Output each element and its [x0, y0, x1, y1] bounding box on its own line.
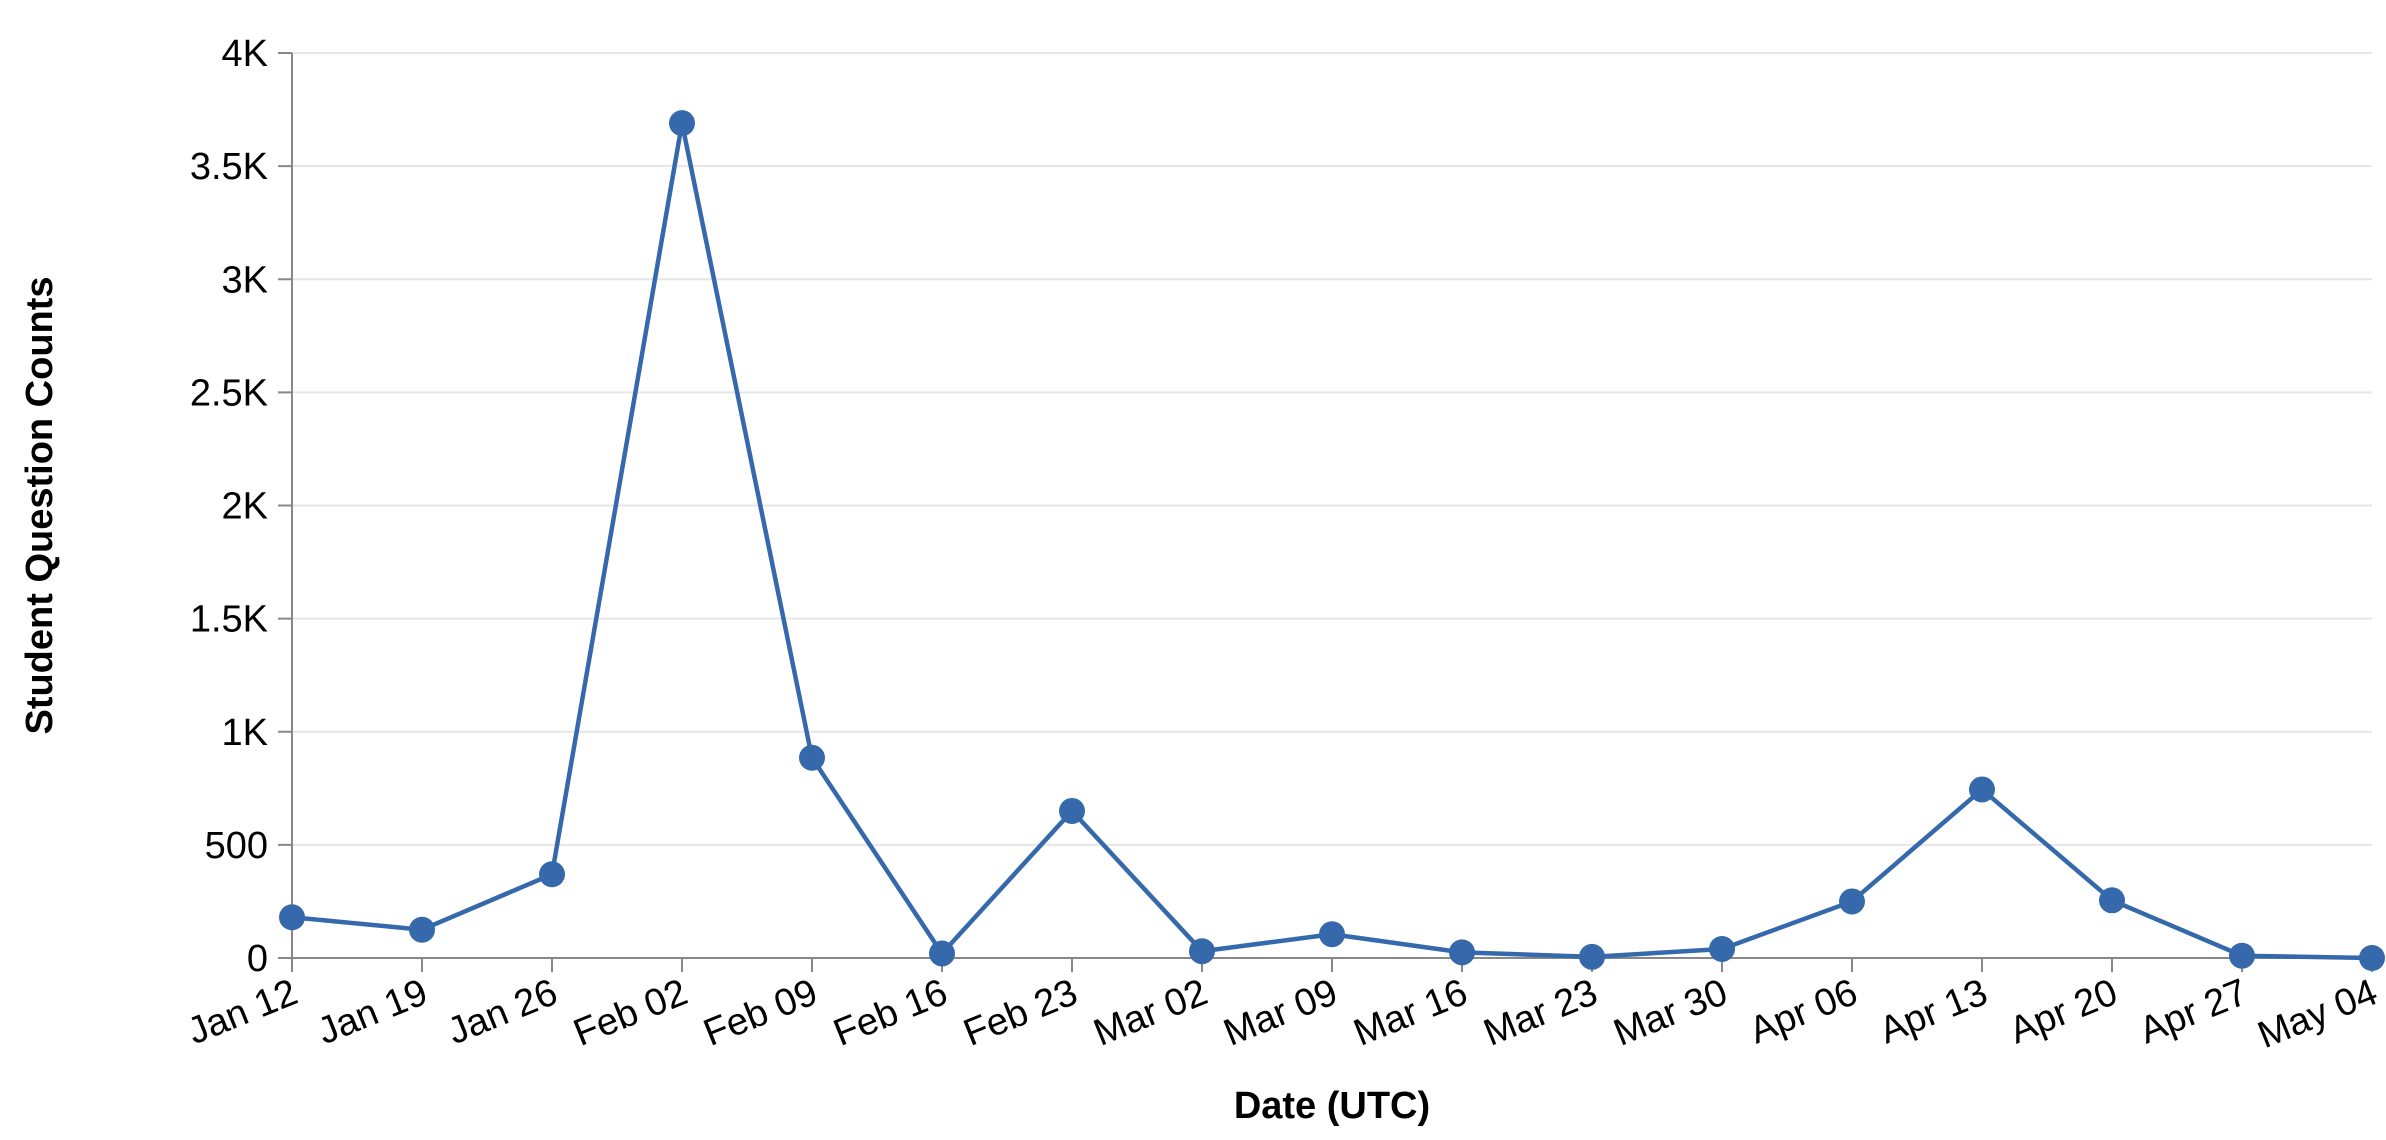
data-point[interactable]	[1839, 888, 1865, 915]
y-tick-label: 1.5K	[190, 599, 268, 641]
data-point[interactable]	[279, 904, 305, 931]
x-tick-label: Apr 20	[2004, 971, 2124, 1052]
x-tick-label: Mar 16	[1348, 971, 1473, 1054]
data-point[interactable]	[1059, 797, 1085, 824]
y-tick-label: 2.5K	[190, 372, 268, 414]
data-point[interactable]	[2099, 887, 2125, 914]
x-tick-label: Jan 12	[182, 971, 304, 1053]
data-point[interactable]	[929, 940, 955, 967]
x-tick-label: Jan 19	[312, 971, 434, 1053]
data-point[interactable]	[539, 861, 565, 888]
data-point[interactable]	[1969, 776, 1995, 803]
x-tick-label: Feb 09	[698, 971, 823, 1054]
data-point[interactable]	[1709, 935, 1735, 962]
x-tick-label: Feb 02	[568, 971, 693, 1054]
y-tick-label: 0	[247, 938, 268, 980]
x-tick-label: Mar 09	[1218, 971, 1343, 1054]
series	[279, 110, 2385, 971]
x-tick-label: Mar 23	[1478, 971, 1603, 1054]
y-tick-label: 1K	[222, 712, 268, 754]
y-tick-label: 2K	[222, 486, 268, 528]
y-axis-title: Student Question Counts	[19, 276, 61, 734]
x-tick-label: Apr 06	[1744, 971, 1864, 1052]
gridlines	[292, 52, 2372, 846]
data-point[interactable]	[799, 744, 825, 771]
tick-labels: 0 500 1K 1.5K 2K 2.5K 3K 3.5K 4K Jan 12 Jan 19 Jan …	[182, 33, 2384, 1057]
data-point[interactable]	[1579, 943, 1605, 970]
x-tick-label: Jan 26	[442, 971, 564, 1053]
data-point[interactable]	[2359, 945, 2385, 971]
x-tick-label: Apr 27	[2134, 971, 2254, 1052]
x-tick-label: Feb 23	[958, 971, 1083, 1054]
data-point[interactable]	[1189, 938, 1215, 965]
y-tick-label: 500	[205, 825, 268, 867]
y-tick-label: 4K	[222, 33, 268, 75]
series-line	[291, 120, 2373, 961]
x-tick-label: Apr 13	[1874, 971, 1994, 1052]
data-point[interactable]	[669, 110, 695, 137]
y-tick-label: 3.5K	[190, 146, 268, 188]
data-point[interactable]	[409, 916, 435, 943]
y-tick-label: 3K	[222, 259, 268, 301]
data-point[interactable]	[1449, 939, 1475, 966]
x-tick-label: Mar 02	[1088, 971, 1213, 1054]
x-tick-label: Mar 30	[1608, 971, 1733, 1054]
axes	[278, 52, 2373, 972]
x-tick-label: Feb 16	[828, 971, 953, 1054]
x-tick-label: May 04	[2252, 971, 2383, 1057]
x-axis-title: Date (UTC)	[1234, 1085, 1430, 1127]
data-point[interactable]	[2229, 942, 2255, 969]
data-point[interactable]	[1319, 921, 1345, 948]
